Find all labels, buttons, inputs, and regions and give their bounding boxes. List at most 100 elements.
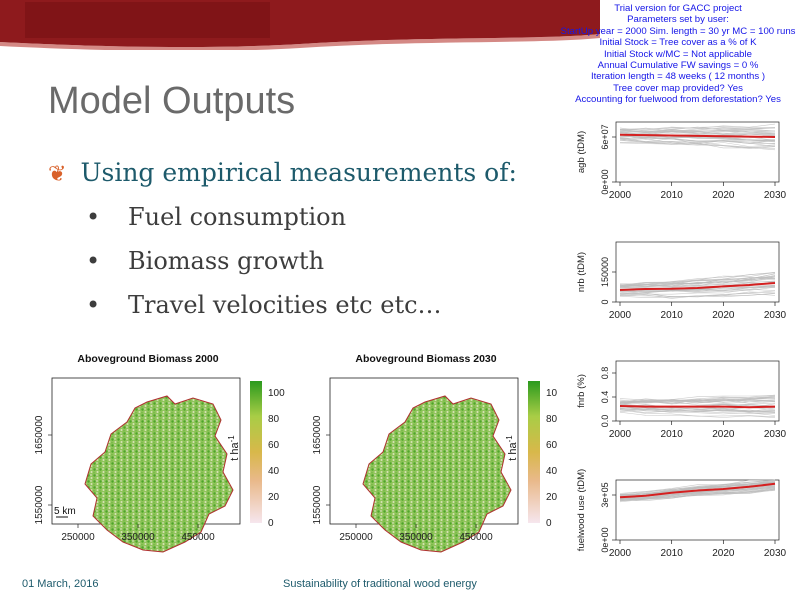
mean-line	[619, 133, 776, 138]
plot-frame	[615, 121, 780, 183]
mc-run-line	[619, 401, 776, 406]
x-tick-label: 2020	[712, 190, 735, 201]
mc-run-line	[619, 288, 776, 297]
y-tick-label: 0	[600, 299, 610, 304]
main-bullet: ❦ Using empirical measurements of:	[48, 158, 517, 187]
x-tick-label: 2020	[712, 548, 735, 559]
x-tick-label: 2010	[661, 548, 684, 559]
y-tick-label: 3e+05	[600, 482, 610, 507]
bullet-dot: •	[86, 203, 101, 231]
info-line: Initial Stock w/MC = Not applicable	[604, 48, 752, 60]
y-axis-label: fnrb (%)	[576, 374, 587, 408]
mc-run-line	[619, 395, 776, 401]
legend-tick-label: 0	[546, 518, 552, 529]
mc-run-line	[619, 395, 776, 402]
legend-tick-label: 80	[268, 414, 280, 425]
y-tick-label: 0e+00	[600, 527, 610, 552]
y-axis-label: nrb (tDM)	[576, 252, 587, 292]
mc-run-line	[619, 486, 776, 500]
x-tick-label: 2000	[609, 429, 632, 440]
x-tick-label: 250000	[61, 532, 95, 543]
info-line: Initial Stock = Tree cover as a % of K	[599, 37, 757, 49]
x-tick-label: 2010	[661, 310, 684, 321]
mc-run-line	[619, 481, 776, 496]
y-tick-label: 1650000	[34, 415, 45, 454]
header-banner	[0, 0, 600, 50]
mc-run-line	[619, 490, 776, 502]
legend-tick-label: 60	[546, 440, 558, 451]
sub-bullet-text: Biomass growth	[128, 247, 325, 275]
slide-title: Model Outputs	[48, 80, 296, 122]
mean-line	[619, 282, 776, 291]
map-title: Aboveground Biomass 2000	[77, 353, 218, 365]
mc-run-line	[619, 396, 776, 403]
x-tick-label: 2030	[764, 548, 787, 559]
legend-tick-label: 60	[268, 440, 280, 451]
plot-frame	[615, 479, 780, 541]
sub-bullet-text: Travel velocities etc etc…	[128, 291, 442, 319]
parameters-info-box: Trial version for GACC project Parameters…	[556, 3, 800, 106]
chart-panel-1: 2000 2010 2020 2030 0e+00 6e+07 agb (tDM)	[576, 121, 787, 201]
biomass-map-2000: Aboveground Biomass 2000 250000 350000 4500…	[34, 353, 285, 553]
bullet-dot: •	[86, 291, 101, 319]
x-tick-label: 350000	[399, 532, 433, 543]
y-tick-label: 0e+00	[600, 169, 610, 194]
mc-run-line	[619, 398, 776, 405]
study-region	[362, 395, 512, 553]
info-line: Parameters set by user:	[627, 14, 729, 26]
x-tick-label: 450000	[181, 532, 215, 543]
plot-frame	[615, 360, 780, 422]
x-tick-label: 2030	[764, 310, 787, 321]
mc-run-line	[619, 137, 776, 142]
x-tick-label: 2010	[661, 429, 684, 440]
footer-date: 01 March, 2016	[22, 578, 99, 590]
mean-line	[619, 482, 776, 499]
mc-run-line	[619, 278, 776, 287]
region-shape	[362, 395, 512, 553]
legend-label-exponent: -1	[227, 435, 236, 443]
mc-run-line	[619, 394, 776, 403]
x-tick-label: 2030	[764, 190, 787, 201]
main-bullet-text: Using empirical measurements of:	[80, 158, 517, 187]
info-line: Iteration length = 48 weeks ( 12 months …	[590, 71, 766, 83]
x-tick-label: 350000	[121, 532, 155, 543]
y-tick-label: 0.0	[600, 415, 610, 428]
chart-panel-2: 2000 2010 2020 2030 0 150000 nrb (tDM)	[576, 241, 787, 321]
x-tick-label: 2030	[764, 429, 787, 440]
mc-run-line	[619, 130, 776, 135]
bullet-dot: •	[86, 247, 101, 275]
x-tick-label: 250000	[339, 532, 373, 543]
sub-bullet-1: • Fuel consumption	[86, 203, 346, 231]
mc-run-line	[619, 123, 776, 130]
legend-colorbar	[528, 381, 540, 523]
legend-tick-label: 40	[546, 466, 558, 477]
chart-panel-3: 2000 2010 2020 2030 0.0 0.4 0.8 fnrb (%)	[576, 360, 787, 440]
legend-colorbar	[250, 381, 262, 523]
swirl-bullet-icon: ❦	[48, 162, 67, 187]
sub-bullet-text: Fuel consumption	[128, 203, 347, 231]
legend-tick-label: 20	[268, 492, 280, 503]
y-tick-label: 150000	[600, 257, 610, 287]
sub-bullet-2: • Biomass growth	[86, 247, 324, 275]
mc-run-line	[619, 293, 776, 298]
mc-run-line	[619, 406, 776, 412]
mc-run-line	[619, 409, 776, 413]
mc-run-line	[619, 140, 776, 151]
biomass-map-2030: Aboveground Biomass 2030 250000 350000 4500…	[312, 353, 558, 553]
study-region	[84, 395, 234, 553]
legend-tick-label: 20	[546, 492, 558, 503]
y-tick-label: 1550000	[312, 485, 323, 524]
x-tick-label: 2000	[609, 190, 632, 201]
mc-run-line	[619, 481, 776, 498]
biomass-maps: Aboveground Biomass 2000 250000 350000 4500…	[34, 353, 558, 553]
map-title: Aboveground Biomass 2030	[355, 353, 496, 365]
y-tick-label: 1650000	[312, 415, 323, 454]
chart-panel-4: 2000 2010 2020 2030 0e+00 3e+05 fuelwood use (…	[576, 469, 787, 559]
mc-run-line	[619, 404, 776, 409]
mc-run-line	[619, 479, 776, 494]
x-tick-label: 450000	[459, 532, 493, 543]
legend-tick-label: 10	[546, 388, 558, 399]
mc-run-line	[619, 276, 776, 288]
legend-tick-label: 80	[546, 414, 558, 425]
